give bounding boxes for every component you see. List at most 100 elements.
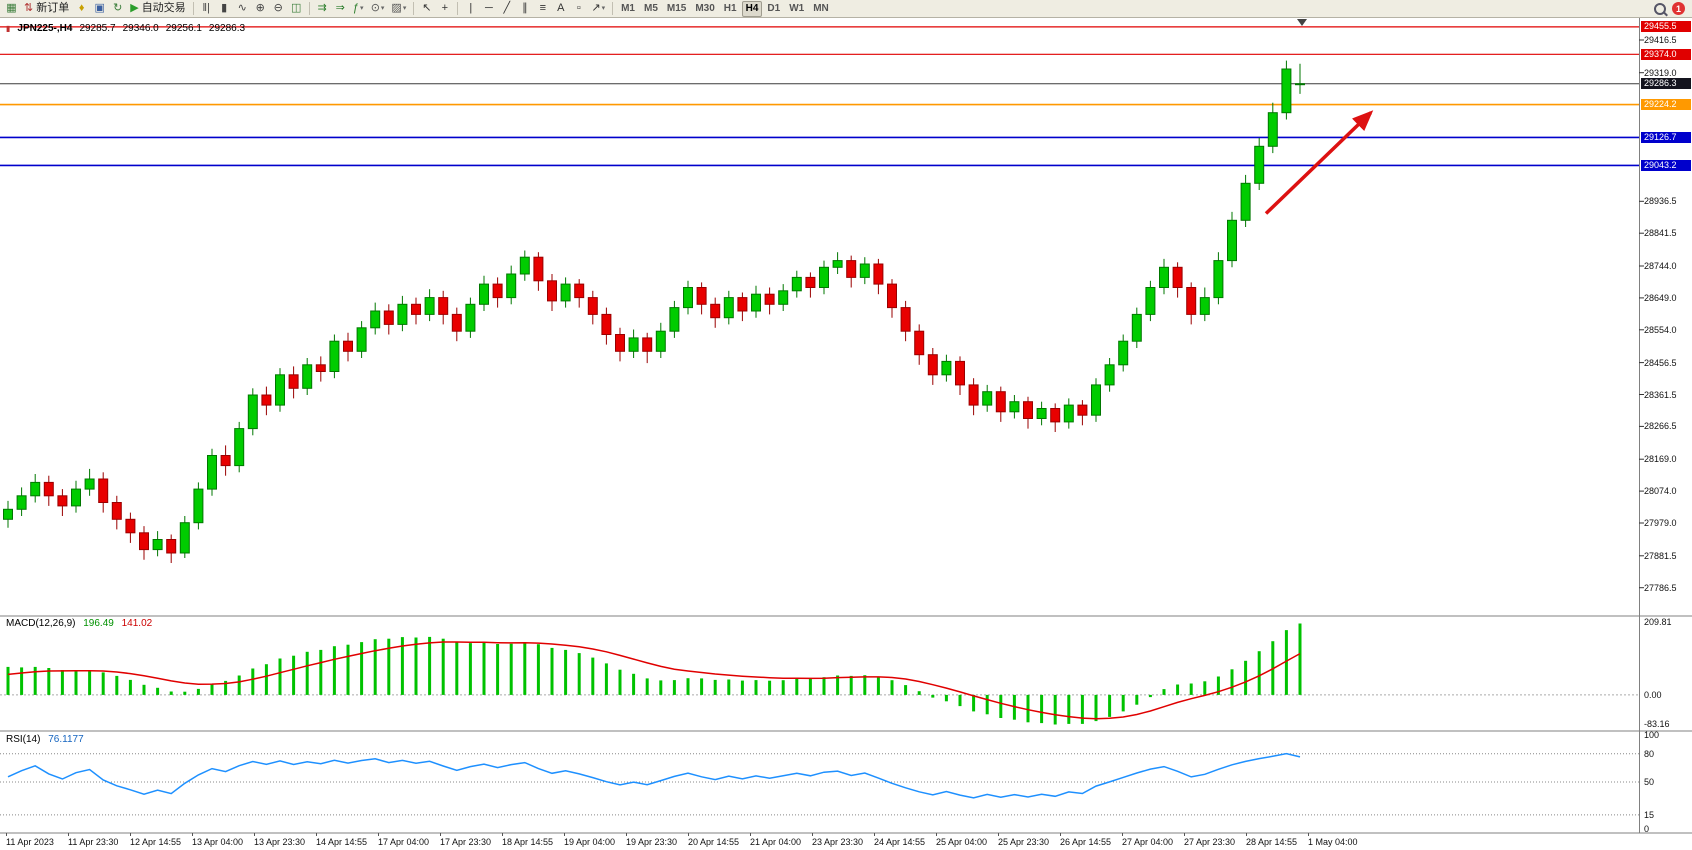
candle (465, 303, 476, 332)
fibonacci-button[interactable]: ≡ (534, 1, 551, 17)
rsi-axis-tick: 100 (1644, 730, 1660, 740)
cursor-button[interactable]: ↖ (418, 1, 435, 17)
macd-axis-tick: 209.81 (1644, 616, 1672, 627)
arrows-tool-button[interactable]: ↗ ▾ (588, 1, 608, 17)
ohlc-high: 29346.0 (122, 23, 159, 34)
price-axis[interactable]: 29416.5 29319.0 28936.5 28841.5 28744.0 28649… (1640, 18, 1692, 834)
candle (519, 256, 530, 275)
indicators-button[interactable]: ƒ ▾ (350, 1, 367, 17)
candle (764, 293, 775, 305)
toolbar-separator (308, 2, 310, 15)
autotrading-button[interactable]: ▶ 自动交易 (127, 1, 188, 17)
candle (819, 266, 829, 289)
notification-badge[interactable]: 1 (1672, 2, 1685, 15)
candle (1131, 313, 1142, 342)
candle (1199, 297, 1210, 315)
candle (356, 327, 367, 352)
bar-chart-type-button[interactable]: ‖| (198, 1, 215, 17)
timeframe-h4[interactable]: H4 (741, 0, 763, 17)
zoom-in-button[interactable]: ⊕ (252, 1, 269, 17)
price-tick: 28936.5 (1644, 196, 1677, 207)
candle (152, 539, 163, 551)
timeframe-m15[interactable]: M15 (666, 3, 687, 14)
auto-scroll-button[interactable]: ⇉ (314, 1, 331, 17)
refresh-button[interactable]: ↻ (109, 1, 126, 17)
candle (261, 394, 272, 406)
dropdown-caret-icon: ▾ (359, 5, 364, 12)
candle (696, 287, 707, 305)
tile-windows-button[interactable]: ◫ (288, 1, 305, 17)
timeframe-h1[interactable]: H1 (723, 3, 737, 14)
candle (914, 330, 925, 356)
crosshair-button-icon: + (441, 2, 449, 14)
time-axis[interactable]: 11 Apr 2023 11 Apr 23:30 12 Apr 14:55 13 Ap… (0, 834, 1692, 850)
time-tick-label: 11 Apr 23:30 (68, 837, 119, 847)
candle (927, 354, 938, 376)
channel-button-icon: ∥ (522, 2, 528, 14)
time-tick-label: 18 Apr 14:55 (502, 837, 554, 847)
price-tick: 28456.5 (1644, 357, 1677, 368)
timeframe-m30[interactable]: M30 (695, 3, 715, 14)
templates-button-icon: ▨ (391, 2, 402, 14)
new-order-button[interactable]: ⇅ 新订单 (21, 1, 72, 17)
rsi-axis-tick: 80 (1644, 748, 1655, 759)
search-icon[interactable] (1654, 2, 1666, 15)
candle (125, 518, 136, 534)
candle (723, 297, 734, 319)
timeframe-w1[interactable]: W1 (789, 3, 805, 14)
text-button[interactable]: A (552, 1, 569, 17)
symbols-button[interactable]: ♦ (73, 1, 90, 17)
chart-canvas[interactable] (0, 18, 1692, 850)
candle (560, 283, 571, 302)
timeframe-mn[interactable]: MN (813, 3, 829, 14)
channel-button[interactable]: ∥ (516, 1, 533, 17)
new-chart-button[interactable]: ▦ (3, 1, 20, 17)
cursor-button-icon: ↖ (422, 2, 432, 14)
horizontal-line-button[interactable]: ─ (480, 1, 497, 17)
ohlc-low: 29256.1 (165, 23, 202, 34)
time-tick-label: 25 Apr 04:00 (936, 837, 988, 847)
candle (1104, 364, 1115, 386)
line-chart-type-button[interactable]: ∿ (234, 1, 251, 17)
candle (139, 532, 149, 551)
zoom-out-button[interactable]: ⊖ (270, 1, 287, 17)
rsi-label-text: RSI(14) (6, 734, 41, 745)
periods-button[interactable]: ⊙ ▾ (368, 1, 388, 17)
support-line-2-tag: 29043.2 (1641, 159, 1691, 171)
trendline-button[interactable]: ╱ (498, 1, 515, 17)
templates-button[interactable]: ▨ ▾ (388, 1, 409, 17)
candle (98, 478, 109, 503)
label-button[interactable]: ▫ (570, 1, 587, 17)
vertical-line-button[interactable]: | (462, 1, 479, 17)
chart-shift-button[interactable]: ⇒ (332, 1, 349, 17)
candle (751, 293, 761, 312)
candle (887, 283, 897, 309)
profile-button[interactable]: ▣ (91, 1, 108, 17)
candle (111, 502, 122, 520)
price-tick: 28266.5 (1644, 421, 1677, 432)
toolbar-separator (413, 2, 415, 15)
timeframe-m1[interactable]: M1 (621, 3, 635, 14)
toolbar-separator (457, 2, 459, 15)
candle (492, 283, 503, 299)
toolbar-right: 1 (1654, 2, 1689, 15)
macd-axis-tick: 0.00 (1644, 689, 1662, 700)
candle (805, 276, 816, 288)
candle (1186, 287, 1197, 315)
timeframe-d1[interactable]: D1 (767, 3, 781, 14)
trend-arrow[interactable] (1264, 110, 1374, 215)
timeframe-m5[interactable]: M5 (643, 3, 658, 14)
crosshair-button[interactable]: + (436, 1, 453, 17)
pivot-line-tag: 29224.2 (1641, 99, 1691, 111)
candle (655, 330, 666, 352)
candle (343, 340, 353, 352)
candle (547, 280, 557, 302)
chart-shift-marker[interactable] (1297, 19, 1307, 26)
chart-window: ▮ JPN225-,H4 29285.7 29346.0 29256.1 292… (0, 18, 1692, 850)
candle (275, 374, 285, 406)
candle (57, 495, 68, 507)
candlestick-type-button[interactable]: ▮ (216, 1, 233, 17)
toolbar-separator (192, 2, 194, 15)
candle (1077, 404, 1088, 416)
time-tick-label: 19 Apr 23:30 (626, 837, 678, 847)
